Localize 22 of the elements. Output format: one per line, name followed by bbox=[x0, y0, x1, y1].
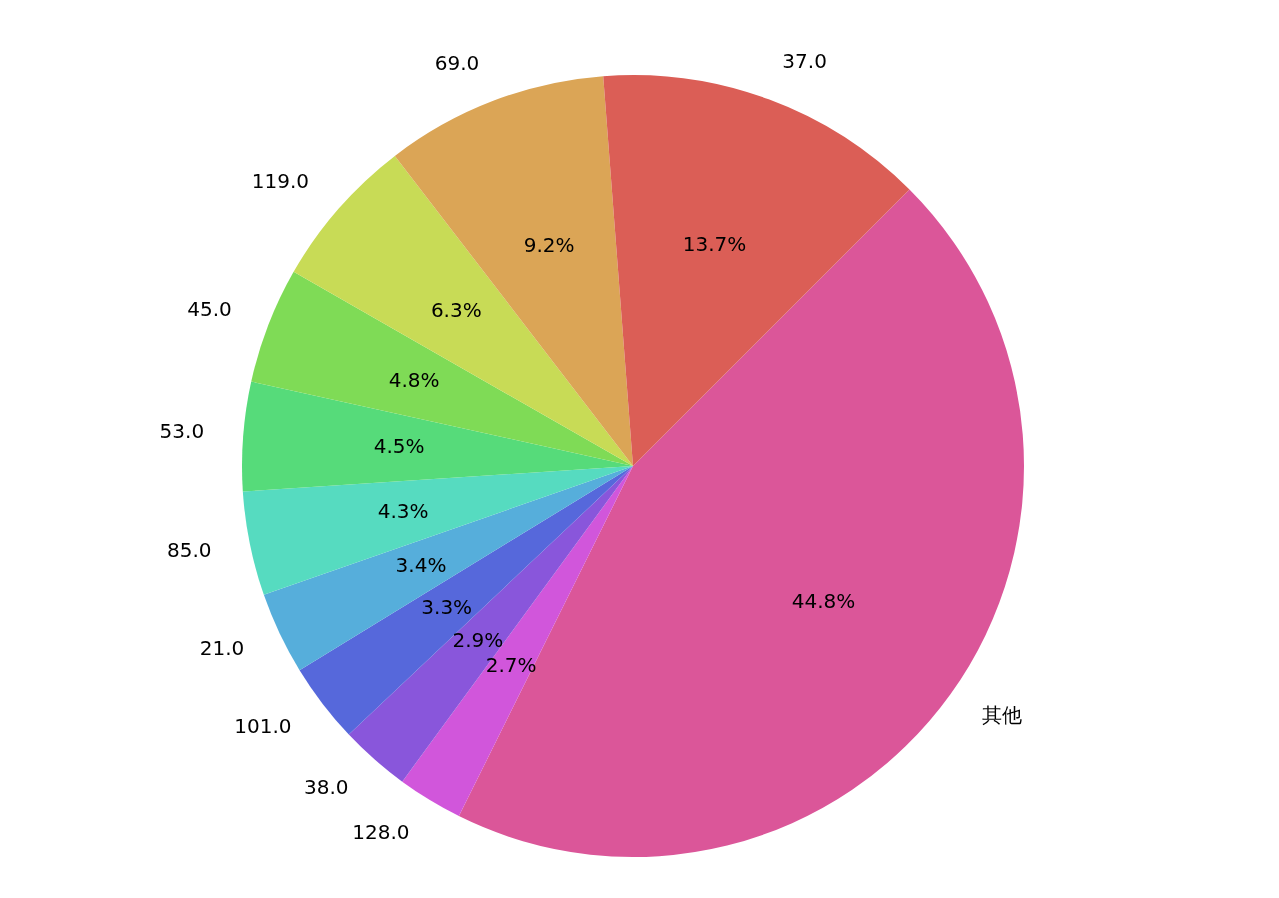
data-label: 4.8% bbox=[388, 367, 440, 392]
data-label: 3.4% bbox=[395, 552, 447, 577]
slice-label: 101.0 bbox=[234, 713, 292, 738]
data-label: 2.9% bbox=[452, 628, 504, 653]
slice-label: 45.0 bbox=[187, 297, 232, 322]
data-label: 2.7% bbox=[485, 652, 537, 677]
slice-label: 119.0 bbox=[251, 169, 310, 194]
data-label: 44.8% bbox=[791, 589, 856, 614]
slice-label: 38.0 bbox=[304, 774, 349, 799]
data-label: 9.2% bbox=[523, 233, 575, 258]
slice-label: 85.0 bbox=[166, 537, 212, 562]
data-label: 6.3% bbox=[430, 297, 482, 322]
data-label: 3.3% bbox=[421, 594, 473, 619]
slice-label: 37.0 bbox=[782, 48, 827, 73]
slice-label: 69.0 bbox=[434, 50, 480, 75]
slice-label: 其他 bbox=[982, 703, 1023, 728]
slice-label: 128.0 bbox=[352, 819, 410, 844]
slice-label: 21.0 bbox=[199, 636, 245, 661]
data-label: 4.5% bbox=[373, 434, 425, 459]
data-label: 4.3% bbox=[377, 498, 429, 523]
data-label: 13.7% bbox=[682, 232, 747, 257]
slice-label: 53.0 bbox=[159, 419, 205, 444]
